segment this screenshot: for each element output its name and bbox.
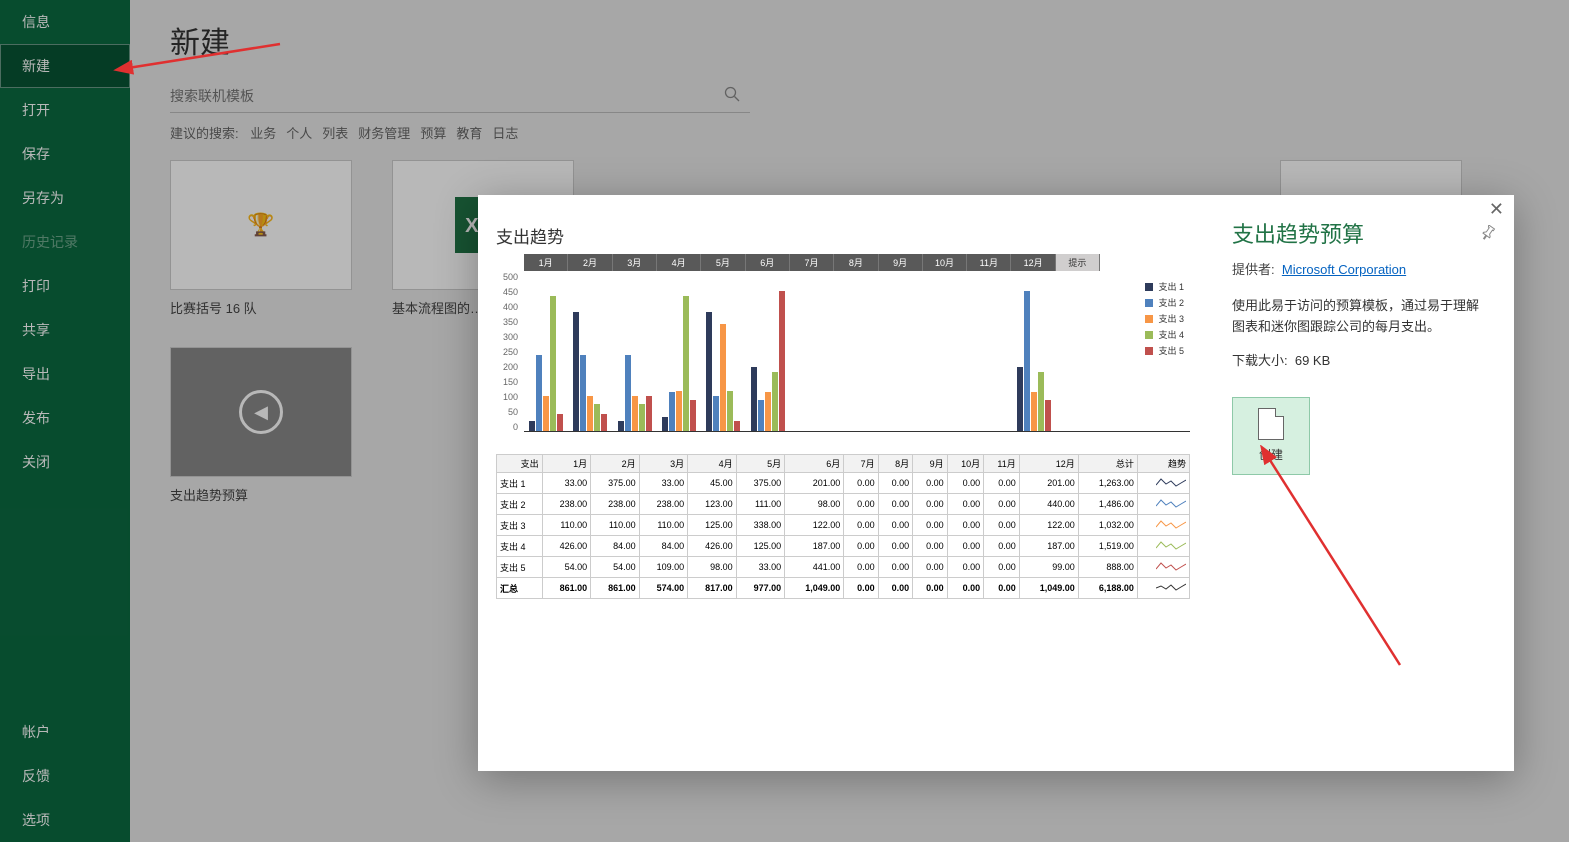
template-preview-modal: 支出趋势 500450400350300250200150100500 1月2月… xyxy=(478,195,1514,771)
create-button[interactable]: 创建 xyxy=(1232,397,1310,475)
modal-description: 使用此易于访问的预算模板，通过易于理解图表和迷你图跟踪公司的每月支出。 xyxy=(1232,296,1490,338)
modal-info: ✕ 支出趋势预算 提供者: Microsoft Corporation 使用此易… xyxy=(1208,195,1514,771)
close-icon[interactable]: ✕ xyxy=(1489,199,1504,220)
preview-chart: 500450400350300250200150100500 1月2月3月4月5… xyxy=(496,272,1190,432)
provider-link[interactable]: Microsoft Corporation xyxy=(1282,262,1406,277)
modal-provider: 提供者: Microsoft Corporation xyxy=(1232,259,1490,278)
preview-table: 支出1月2月3月4月5月6月7月8月9月10月11月12月总计趋势支出 133.… xyxy=(496,454,1190,599)
pin-icon[interactable] xyxy=(1480,225,1496,246)
document-icon xyxy=(1258,408,1284,440)
modal-download-size: 下载大小: 69 KB xyxy=(1232,350,1490,369)
modal-preview: 支出趋势 500450400350300250200150100500 1月2月… xyxy=(478,195,1208,771)
preview-chart-title: 支出趋势 xyxy=(496,223,1190,248)
modal-title: 支出趋势预算 xyxy=(1232,217,1490,249)
